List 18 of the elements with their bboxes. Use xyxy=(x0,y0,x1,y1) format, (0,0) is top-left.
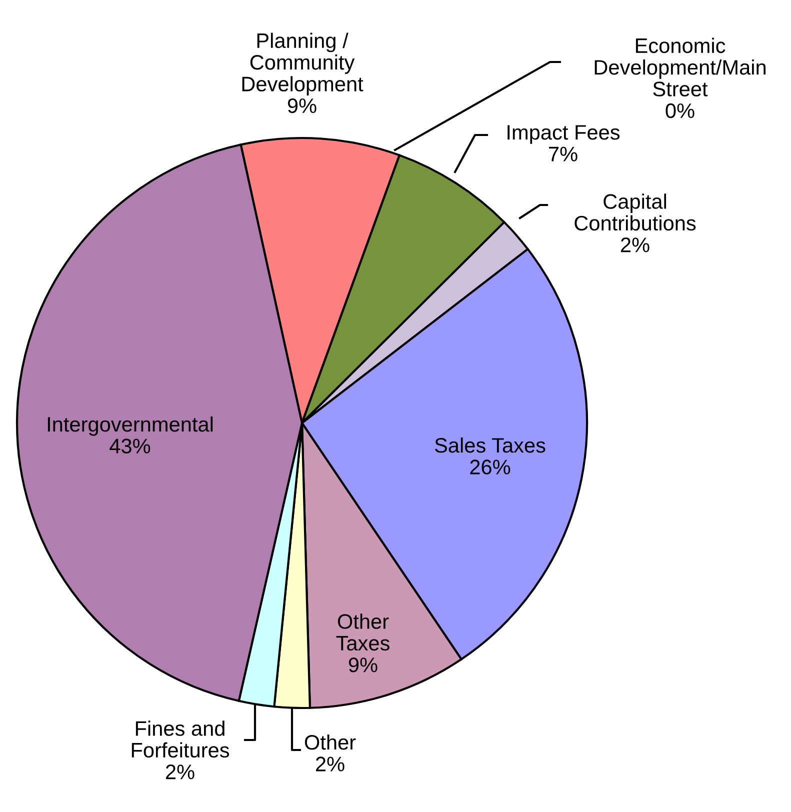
data-label: 2% xyxy=(316,756,344,772)
slice-label: Other Taxes xyxy=(336,614,390,651)
slice-label: Capital Contributions xyxy=(574,194,696,231)
data-label: 9% xyxy=(348,658,378,672)
data-label: 7% xyxy=(549,146,578,162)
text: 0% xyxy=(666,103,694,118)
slice-label: Other xyxy=(304,734,356,750)
data-label: 2% xyxy=(620,238,650,252)
slice-label: Fines and Forfeitures xyxy=(132,720,230,758)
slice-label: Intergovernmental xyxy=(48,416,213,436)
slice-label: Impact Fees xyxy=(508,125,620,144)
category-label: Economic Development/Main Street xyxy=(594,38,766,96)
data-label: 43% xyxy=(110,438,150,454)
slice-label: Planning / Community Development xyxy=(242,32,364,96)
data-label: 26% xyxy=(470,460,510,474)
slice-label: Sales Taxes xyxy=(434,437,546,453)
data-label: 9% xyxy=(288,98,316,114)
data-label: 2% xyxy=(166,764,194,780)
